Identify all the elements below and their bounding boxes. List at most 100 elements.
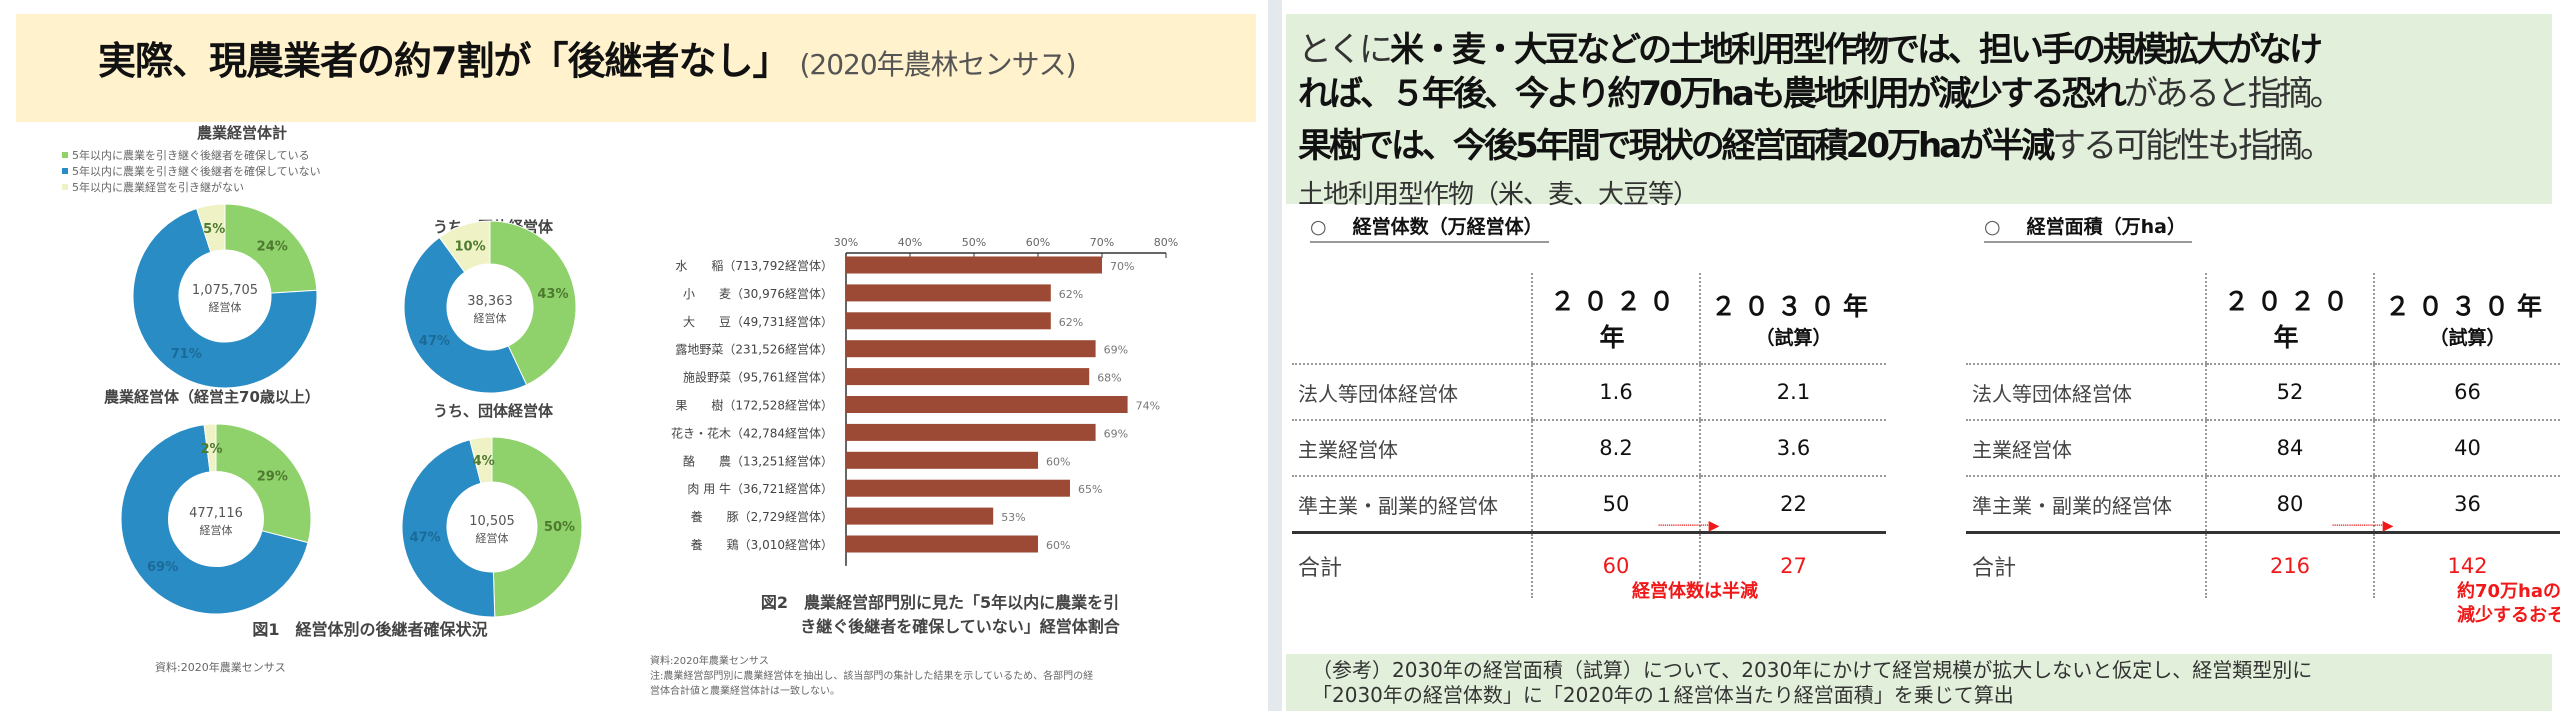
donut-percent-label: 10%: [455, 240, 486, 255]
donut-slice-no-successor: [403, 236, 528, 394]
x-tick-label: 70%: [1090, 236, 1114, 249]
fig2-caption-line1: 図2 農業経営部門別に見た「5年以内に農業を引: [761, 593, 1119, 612]
bar-category-label: 養 豚（2,729経営体）: [691, 509, 833, 524]
donut-percent-label: 69%: [147, 560, 178, 575]
bar: [846, 396, 1128, 413]
circle-marker: ○: [1984, 216, 2001, 238]
legend-swatch-green: [62, 152, 68, 158]
table-header-row: ２０２０年 ２０３０年 （試算）: [1292, 273, 1886, 365]
summary-line-1: とくに米・麦・大豆などの土地利用型作物では、担い手の規模拡大がなけ: [1298, 30, 2323, 70]
bar-value-label: 70%: [1110, 260, 1134, 273]
donut-percent-label: 2%: [200, 442, 222, 457]
reference-note: （参考）2030年の経営面積（試算）について、2030年にかけて経営規模が拡大し…: [1286, 654, 2552, 711]
farm-count-table: ２０２０年 ２０３０年 （試算） 法人等団体経営体 1.6 2.1 主業経営体 8.2 3.…: [1292, 273, 1886, 598]
donut-percent-label: 24%: [257, 240, 288, 255]
table-row: 主業経営体 84 40: [1966, 420, 2560, 477]
legend-item: 5年以内に農業経営を引き継がない: [72, 180, 244, 194]
bar-category-label: 施設野菜（95,761経営体）: [683, 370, 833, 385]
donut-title-1: 農業経営体計: [197, 124, 287, 142]
table-row: 法人等団体経営体 1.6 2.1: [1292, 364, 1886, 421]
bar: [846, 423, 1096, 441]
bar-category-label: 酪 農（13,251経営体）: [683, 453, 833, 468]
fig2-note-line1: 注:農業経営部門別に農業経営体を抽出し、該当部門の集計した結果を示しているため、…: [650, 669, 1093, 682]
donut-center-unit: 経営体: [200, 523, 233, 537]
section-heading: 土地利用型作物（米、麦、大豆等）: [1298, 180, 1699, 210]
fig2-caption-line2: き継ぐ後継者を確保していない」経営体割合: [800, 617, 1121, 636]
legend-item: 5年以内に農業を引き継ぐ後継者を確保している: [72, 148, 310, 162]
circle-marker: ○: [1310, 216, 1327, 238]
donut-percent-label: 5%: [203, 222, 225, 237]
summary-box: とくに米・麦・大豆などの土地利用型作物では、担い手の規模拡大がなけ れば、５年後…: [1286, 14, 2552, 210]
dotted-arrow-icon: ┈┈┈┈┈┈▶: [1658, 518, 1720, 534]
slide-title: 実際、現農業者の約7割が「後継者なし」 (2020年農林センサス): [98, 30, 1077, 85]
donut-charts: 24% 71% 5% 1,075,705 経営体 43% 47% 10% 38,363 経営体 29…: [120, 203, 583, 618]
title-source: (2020年農林センサス): [799, 48, 1076, 81]
legend-item: 5年以内に農業を引き継ぐ後継者を確保していない: [72, 164, 321, 178]
donut-center-unit: 経営体: [476, 531, 509, 545]
bar-value-label: 53%: [1001, 511, 1025, 524]
donut-title-4: うち、団体経営体: [433, 402, 554, 420]
bar: [846, 507, 994, 525]
dotted-arrow-icon: ┈┈┈┈┈┈▶: [2332, 518, 2394, 534]
table-total-row: 合計 216 142: [1966, 532, 2560, 598]
summary-line-2: れば、５年後、今より約70万haも農地利用が減少する恐れがあると指摘。: [1298, 74, 2344, 114]
donut-slice-no-successor: [120, 424, 309, 615]
right-slide-panel: とくに米・麦・大豆などの土地利用型作物では、担い手の規模拡大がなけ れば、５年後…: [1282, 0, 2560, 711]
summary-line-3: 果樹では、今後5年間で現状の経営面積20万haが半減する可能性も指摘。: [1298, 126, 2334, 166]
bar: [846, 312, 1051, 330]
donut-center-unit: 経営体: [474, 311, 507, 325]
donut-center-total: 1,075,705: [192, 283, 258, 298]
title-main: 実際、現農業者の約7割が「後継者なし」: [98, 39, 790, 83]
bar-category-label: 養 鶏（3,010経営体）: [691, 537, 833, 552]
table-row: 主業経営体 8.2 3.6: [1292, 420, 1886, 477]
donut-slice-not-continuing: [195, 203, 226, 253]
fig1-source: 資料:2020年農業センサス: [155, 660, 286, 674]
bar-category-label: 果 樹（172,528経営体）: [675, 399, 833, 413]
fig1-caption: 図1 経営体別の後継者確保状況: [252, 620, 487, 639]
bar: [846, 256, 1102, 274]
table-row: 法人等団体経営体 52 66: [1966, 364, 2560, 421]
donut-title-3: 農業経営体（経営主70歳以上）: [104, 388, 320, 406]
bar-value-label: 69%: [1104, 427, 1128, 440]
bar-category-label: 露地野菜（231,526経営体）: [675, 343, 833, 357]
donut-center-total: 477,116: [189, 506, 243, 521]
donut-center-total: 38,363: [467, 294, 513, 309]
scanned-figures: 農業経営体計 5年以内に農業を引き継ぐ後継者を確保している 5年以内に農業を引き…: [62, 124, 1178, 697]
x-tick-label: 30%: [834, 236, 858, 249]
fig2-source: 資料:2020年農業センサス: [650, 654, 769, 667]
bar-value-label: 60%: [1046, 539, 1070, 552]
x-tick-label: 80%: [1154, 236, 1178, 249]
left-slide-panel: 実際、現農業者の約7割が「後継者なし」 (2020年農林センサス) 農業経営体計 …: [0, 0, 1268, 711]
table1-note: 経営体数は半減: [1632, 581, 1758, 602]
donut-percent-label: 43%: [537, 287, 568, 302]
donut-slice-not-continuing: [469, 436, 493, 484]
donut-percent-label: 71%: [171, 347, 202, 362]
bar-category-label: 水 稲（713,792経営体）: [675, 259, 833, 273]
donut-slice-no-successor: [132, 207, 318, 389]
bar-value-label: 68%: [1097, 372, 1121, 385]
x-tick-label: 50%: [962, 236, 986, 249]
table1-title: ○ 経営体数（万経営体）: [1310, 212, 1549, 243]
farm-area-table: ２０２０年 ２０３０年 （試算） 法人等団体経営体 52 66 主業経営体 84 40 準主…: [1966, 273, 2560, 598]
table2-note: 約70万haの農地利用が減少するおそれ: [2457, 581, 2560, 626]
table-row: 準主業・副業的経営体 80 36: [1966, 476, 2560, 534]
bar-chart: 30% 40% 50% 60% 70% 80% 70% 水 稲（713,792経営体） 62% 小…: [671, 236, 1178, 566]
panel-divider: [1268, 0, 1282, 711]
donut-percent-label: 47%: [419, 334, 450, 349]
table-total-row: 合計 60 27: [1292, 532, 1886, 598]
donut-legend: 5年以内に農業を引き継ぐ後継者を確保している 5年以内に農業を引き継ぐ後継者を確…: [62, 148, 321, 194]
bar: [846, 368, 1090, 386]
legend-swatch-blue: [62, 168, 68, 174]
donut-percent-label: 50%: [544, 520, 575, 535]
donut-percent-label: 29%: [257, 469, 288, 484]
bar-value-label: 62%: [1059, 288, 1083, 301]
donut-slice-has-successor: [215, 423, 312, 544]
legend-swatch-cream: [62, 184, 68, 190]
donut-slice-has-successor: [224, 203, 318, 294]
donut-slice-no-successor: [401, 439, 496, 618]
donut-slice-has-successor: [489, 220, 577, 386]
table-header-row: ２０２０年 ２０３０年 （試算）: [1966, 273, 2560, 365]
bar-value-label: 65%: [1078, 483, 1102, 496]
donut-percent-label: 4%: [473, 454, 495, 469]
bar-value-label: 60%: [1046, 455, 1070, 468]
